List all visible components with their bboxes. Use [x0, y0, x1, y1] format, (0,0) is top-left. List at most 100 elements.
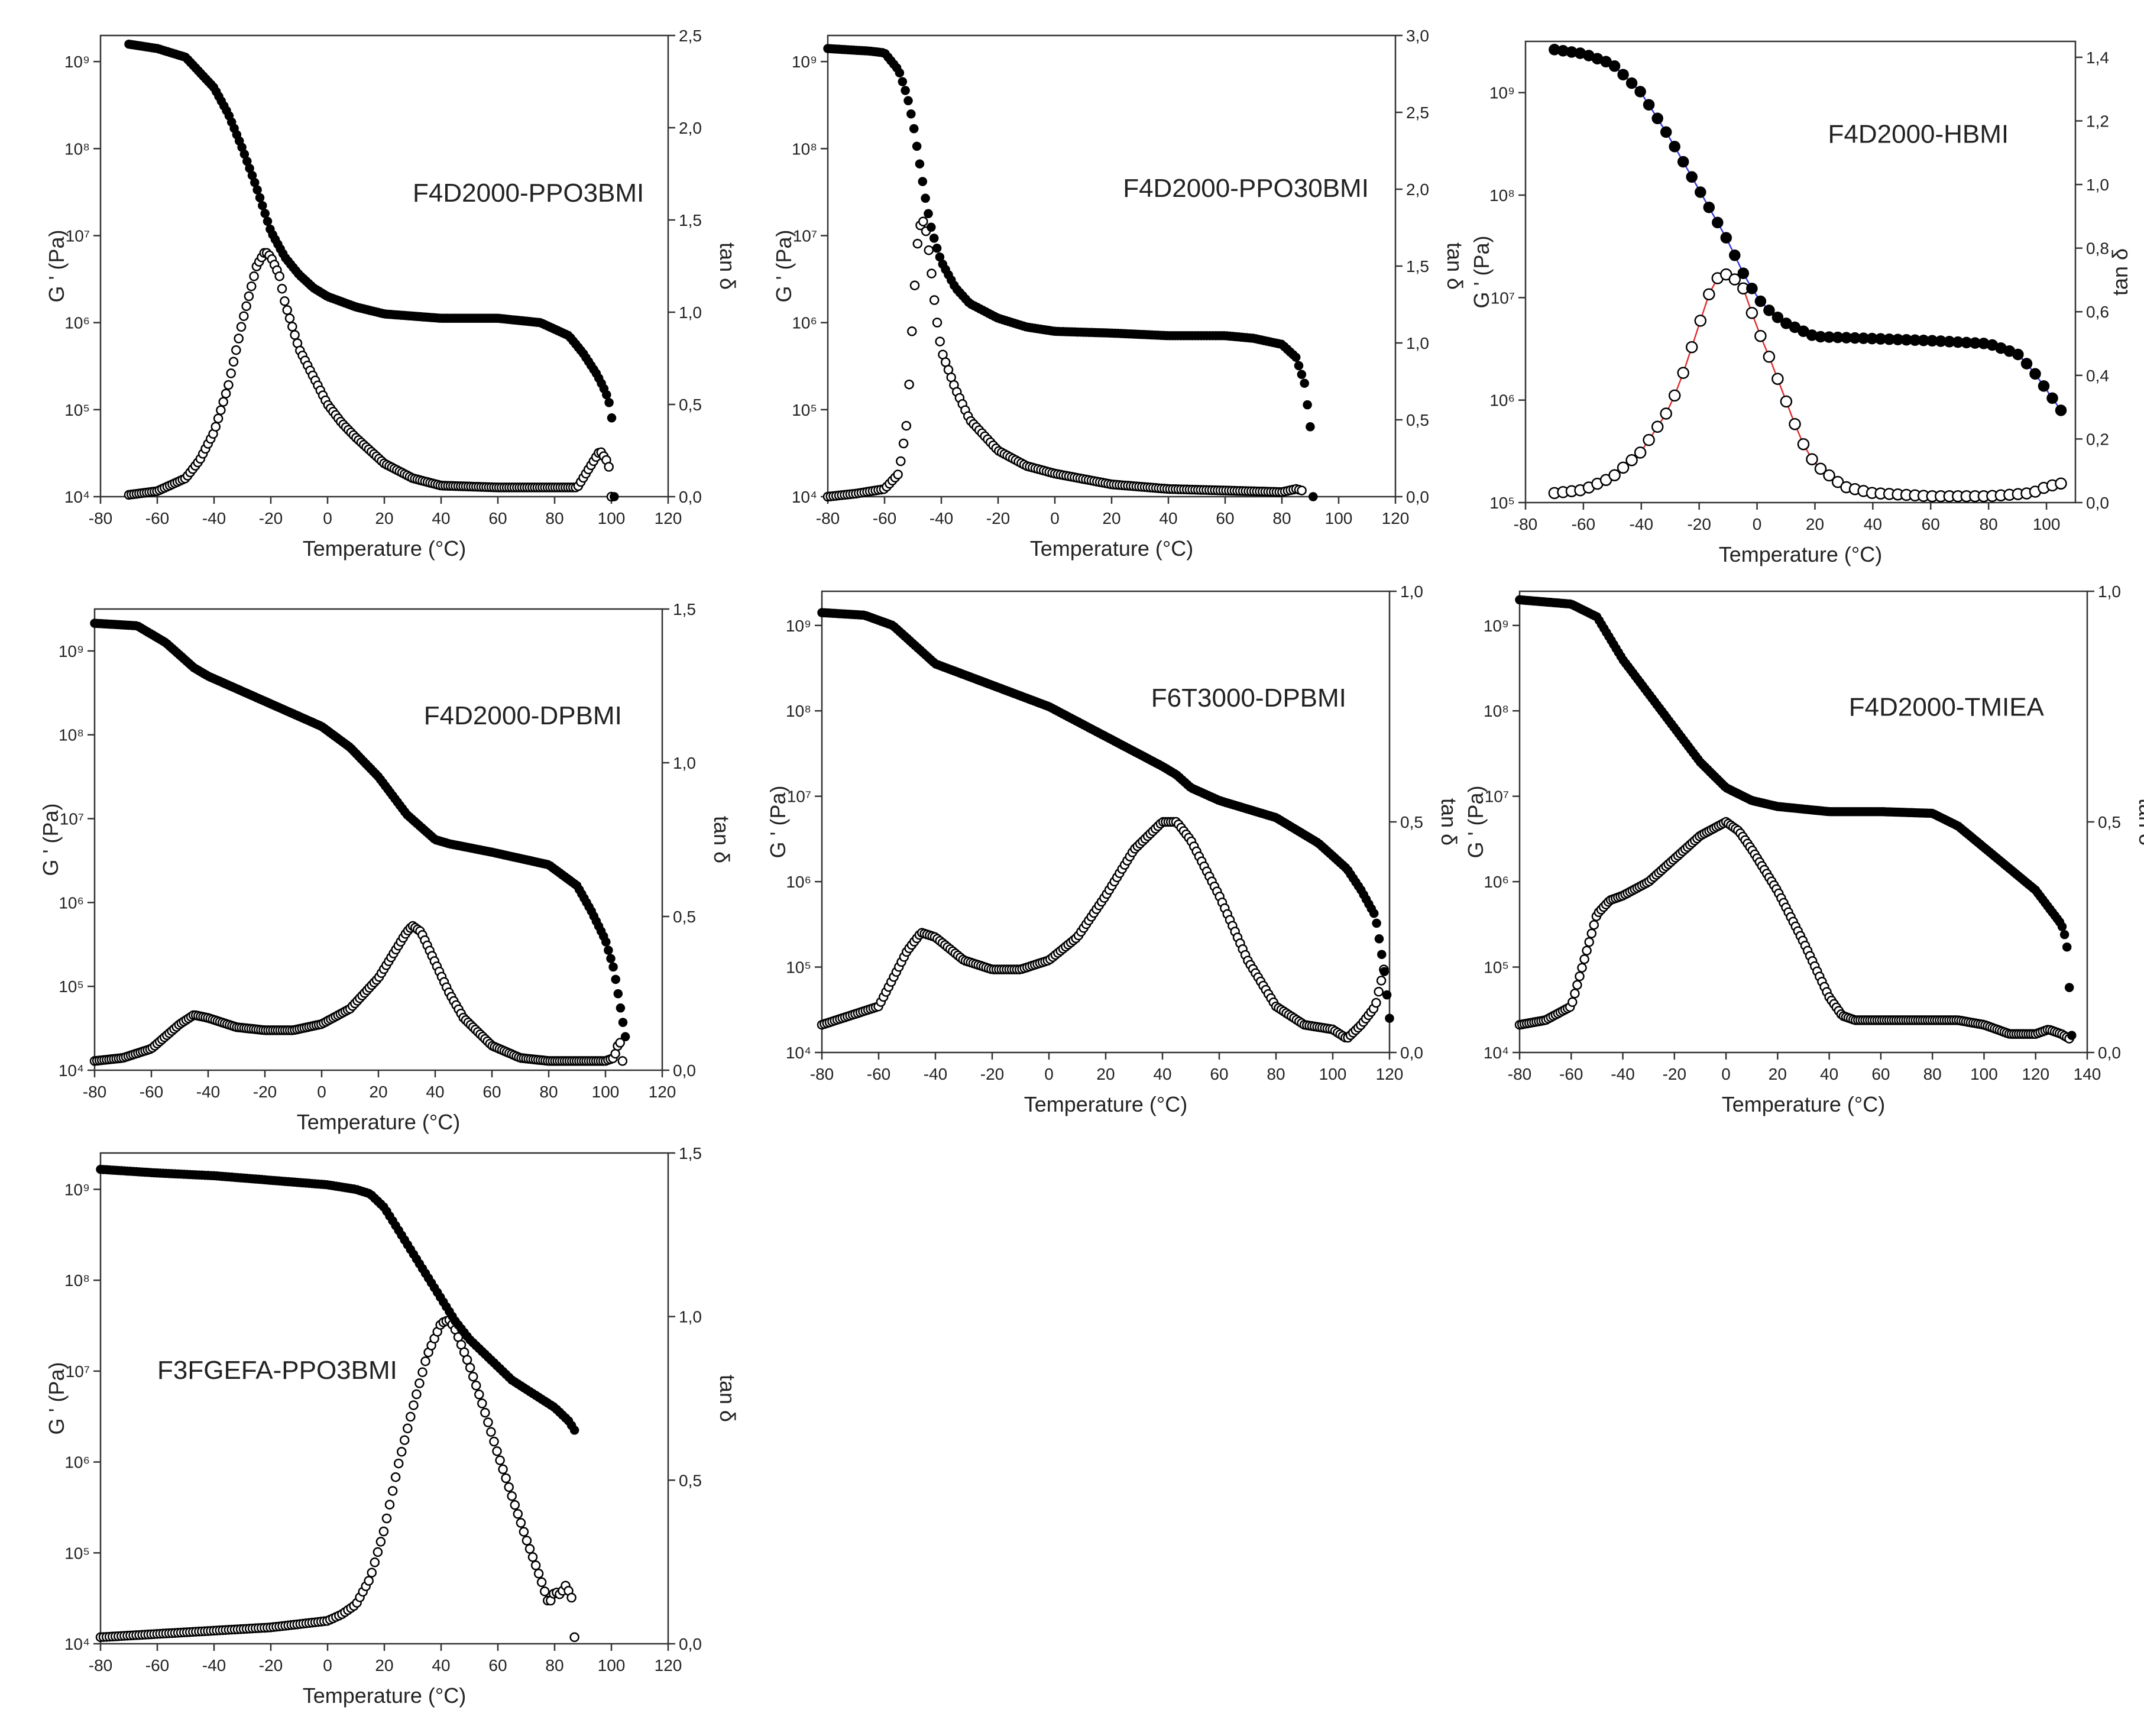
x-tick-label: 100: [1970, 1065, 1998, 1083]
y2-tick-label: 0,5: [673, 908, 696, 926]
tan-delta-point: [409, 1400, 419, 1410]
y2-tick-label: 1,0: [1400, 582, 1423, 601]
tan-delta-point: [381, 1513, 392, 1524]
tan-delta-point: [1625, 454, 1638, 467]
tan-delta-point: [393, 1458, 404, 1469]
storage-modulus-point: [2029, 368, 2041, 380]
x-tick-label: -40: [1630, 515, 1653, 533]
storage-modulus-point: [2012, 348, 2024, 361]
x-tick-label: 100: [1319, 1065, 1347, 1083]
x-tick-label: 60: [1216, 509, 1234, 527]
tan-delta-point: [412, 1389, 422, 1400]
tan-delta-point: [241, 301, 251, 312]
x-tick-label: 60: [1210, 1065, 1228, 1083]
tan-delta-point: [536, 1577, 547, 1588]
storage-modulus-point: [1377, 950, 1387, 959]
y-tick-label: 10⁹: [64, 53, 90, 71]
tan-delta-point: [1745, 306, 1758, 319]
tan-delta-point: [1570, 989, 1580, 999]
tan-delta-point: [390, 1472, 401, 1482]
tan-delta-point: [1584, 937, 1594, 947]
tan-delta-point: [218, 397, 228, 407]
tan-delta-point: [1685, 341, 1698, 354]
tan-delta-point: [417, 1367, 427, 1378]
y-tick-label: 10⁸: [59, 726, 84, 744]
tan-delta-point: [927, 268, 937, 278]
storage-modulus-point: [1385, 1013, 1394, 1023]
y2-tick-label: 0,0: [2086, 494, 2109, 512]
storage-modulus-point: [604, 398, 614, 407]
x-tick-label: -20: [980, 1065, 1004, 1083]
storage-modulus-point: [1754, 295, 1767, 307]
tan-delta-point: [1567, 997, 1578, 1008]
y2-axis-title: tan δ: [710, 816, 734, 863]
tan-delta-point: [617, 1056, 628, 1066]
x-tick-label: -40: [202, 1656, 226, 1675]
y2-tick-label: 0,2: [2086, 430, 2109, 448]
y-tick-label: 10⁵: [64, 401, 90, 419]
x-tick-label: -80: [83, 1083, 106, 1101]
tan-delta-point: [1586, 928, 1597, 938]
tan-delta-point: [1806, 453, 1818, 465]
storage-modulus-point: [1297, 370, 1307, 380]
x-tick-label: 20: [1102, 509, 1120, 527]
tan-delta-point: [1677, 367, 1689, 379]
tan-delta-point: [604, 462, 614, 472]
y2-tick-label: 0,0: [679, 488, 702, 506]
y2-tick-label: 1,5: [679, 1144, 702, 1162]
tan-delta-point: [516, 1518, 526, 1528]
x-tick-label: -20: [1663, 1065, 1686, 1083]
tan-delta-point: [566, 1592, 577, 1603]
x-tick-label: -60: [1559, 1065, 1583, 1083]
x-tick-label: 0: [1753, 515, 1762, 533]
storage-modulus-point: [2067, 1031, 2077, 1040]
tan-delta-point: [373, 1547, 383, 1557]
storage-modulus-point: [924, 209, 933, 219]
y-axis-title: G ' (Pa): [1463, 786, 1488, 859]
tan-delta-point: [1754, 329, 1767, 342]
chart-panel-5: -80 -60 -40 -20 0 20 40 60 80 100 120 10⁴ 10⁵ 10⁶ 10⁷ 1…: [766, 582, 1461, 1116]
x-tick-label: 120: [2022, 1065, 2049, 1083]
tan-delta-point: [384, 1499, 395, 1510]
y-tick-label: 10⁹: [64, 1180, 90, 1199]
tan-delta-point: [1797, 438, 1810, 451]
tan-delta-point: [474, 1390, 484, 1400]
tan-delta-point: [510, 1500, 520, 1510]
x-tick-label: -40: [196, 1083, 220, 1101]
y2-tick-label: 2,0: [679, 119, 702, 137]
y-tick-label: 10⁷: [66, 1362, 90, 1381]
storage-modulus-point: [606, 954, 616, 963]
y2-tick-label: 1,5: [1406, 257, 1429, 276]
tan-delta-point: [1831, 475, 1844, 488]
panel-title: F3FGEFA-PPO3BMI: [157, 1356, 397, 1385]
y-tick-label: 10⁷: [793, 226, 817, 245]
y-tick-label: 10⁹: [786, 617, 811, 635]
storage-modulus-point: [608, 962, 618, 972]
storage-modulus-point: [1291, 352, 1301, 362]
tan-delta-point: [290, 330, 300, 340]
y-tick-label: 10⁴: [64, 488, 90, 506]
storage-modulus-point: [1651, 112, 1663, 125]
panel-title: F4D2000-DPBMI: [424, 701, 622, 730]
tan-delta-point: [1634, 446, 1647, 459]
y-tick-label: 10⁵: [792, 401, 817, 419]
storage-modulus-point: [1763, 305, 1775, 316]
x-tick-label: -60: [145, 1656, 169, 1675]
y2-tick-label: 1,0: [1406, 334, 1429, 352]
x-tick-label: 0: [1050, 509, 1060, 527]
x-tick-label: 20: [369, 1083, 387, 1101]
tan-delta-point: [610, 1048, 620, 1059]
tan-delta-point: [221, 388, 231, 399]
tan-delta-point: [498, 1464, 508, 1475]
y-tick-label: 10⁹: [792, 53, 817, 71]
tan-delta-point: [519, 1527, 529, 1537]
y-tick-label: 10⁴: [1484, 1044, 1509, 1062]
storage-modulus-point: [601, 937, 611, 947]
storage-modulus-connector: [1554, 48, 2062, 411]
tan-delta-point: [399, 1435, 410, 1445]
tan-delta-point: [504, 1482, 514, 1492]
tan-delta-point: [1589, 919, 1599, 930]
x-tick-label: 60: [1871, 1065, 1890, 1083]
storage-modulus-point: [912, 141, 922, 151]
x-tick-label: -80: [89, 1656, 112, 1675]
